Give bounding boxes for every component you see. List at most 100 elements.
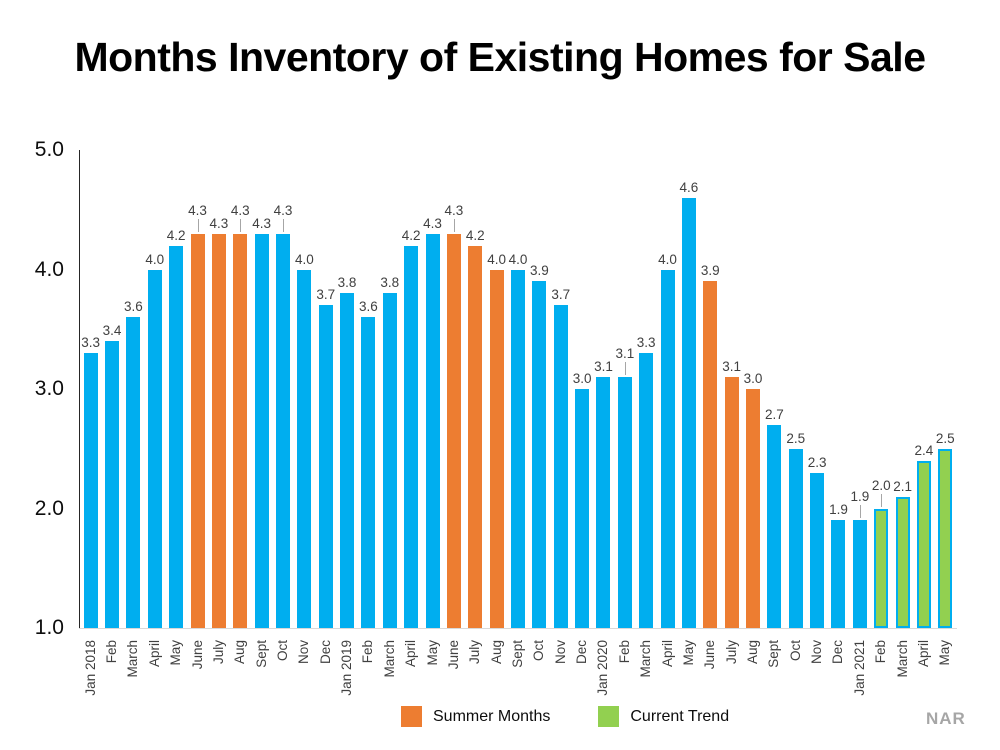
bar bbox=[788, 448, 803, 628]
label-leader-line bbox=[453, 218, 455, 232]
bar bbox=[340, 293, 355, 628]
bar-value-label: 4.0 bbox=[145, 251, 165, 267]
bar-value-label: 3.6 bbox=[124, 299, 143, 315]
bar-value-label: 3.1 bbox=[722, 359, 742, 375]
bar bbox=[831, 520, 846, 628]
bar-value-label: 2.1 bbox=[893, 478, 912, 494]
chart-title: Months Inventory of Existing Homes for S… bbox=[74, 34, 926, 80]
bar bbox=[916, 460, 931, 628]
x-axis-label: Nov bbox=[296, 640, 312, 665]
bar-value-label: 1.9 bbox=[850, 489, 870, 505]
x-axis-label: May bbox=[168, 640, 184, 666]
bar-value-label: 3.3 bbox=[81, 335, 101, 351]
bar bbox=[446, 233, 461, 628]
legend: Summer Months Current Trend bbox=[401, 706, 729, 727]
bar-value-label: 4.3 bbox=[209, 215, 229, 231]
source-attribution: NAR bbox=[926, 709, 966, 728]
x-axis-label: Aug bbox=[745, 640, 761, 665]
bar-value-label: 4.0 bbox=[658, 251, 677, 267]
bar-value-label: 4.0 bbox=[508, 251, 528, 267]
x-axis-label: Feb bbox=[873, 640, 889, 664]
x-axis-label: Jan 2021 bbox=[851, 640, 867, 696]
bar bbox=[596, 377, 611, 628]
x-axis-label: July bbox=[723, 640, 739, 665]
x-axis-label: Nov bbox=[809, 640, 825, 665]
x-axis-label: Dec bbox=[574, 640, 590, 665]
x-axis-label: Feb bbox=[616, 640, 632, 664]
x-axis-label: July bbox=[210, 640, 226, 665]
bar bbox=[810, 472, 825, 628]
bar-value-label: 4.2 bbox=[465, 227, 485, 243]
bar bbox=[874, 508, 889, 628]
label-leader-line bbox=[624, 362, 626, 376]
y-axis-tick-label: 2.0 bbox=[34, 496, 64, 520]
x-axis-label: Aug bbox=[488, 640, 504, 665]
bar bbox=[532, 281, 547, 628]
current-trend-swatch-icon bbox=[598, 706, 620, 727]
x-axis-label: Jan 2020 bbox=[595, 640, 611, 696]
bar bbox=[297, 269, 312, 628]
x-axis-label: Jan 2018 bbox=[82, 640, 98, 696]
bar bbox=[233, 233, 248, 628]
x-axis-label: May bbox=[424, 640, 440, 666]
bar bbox=[553, 305, 568, 628]
bar-value-label: 4.3 bbox=[230, 202, 250, 218]
x-axis-label: March bbox=[894, 640, 910, 678]
bar bbox=[382, 293, 397, 628]
x-axis-label: Nov bbox=[552, 640, 568, 665]
bar bbox=[275, 233, 290, 628]
bar-value-label: 4.3 bbox=[252, 215, 271, 231]
bar bbox=[724, 377, 739, 628]
bar-value-label: 2.0 bbox=[871, 477, 891, 493]
x-axis-label: Jan 2019 bbox=[339, 640, 355, 696]
y-axis-line bbox=[79, 150, 80, 629]
bar bbox=[617, 377, 632, 628]
x-axis-label: Dec bbox=[317, 640, 333, 665]
bar bbox=[489, 269, 504, 628]
bar bbox=[681, 197, 696, 628]
legend-label: Summer Months bbox=[433, 707, 551, 725]
bar bbox=[361, 317, 376, 628]
label-leader-line bbox=[282, 218, 284, 232]
bar-value-label: 2.4 bbox=[914, 442, 934, 458]
bar-value-label: 3.7 bbox=[316, 287, 336, 303]
bar bbox=[126, 317, 141, 628]
bar-value-label: 4.2 bbox=[166, 227, 186, 243]
bar-value-label: 2.5 bbox=[935, 430, 955, 446]
x-axis-label: May bbox=[937, 640, 953, 666]
bar bbox=[147, 269, 162, 628]
bar bbox=[190, 233, 205, 628]
bar-value-label: 2.5 bbox=[786, 430, 806, 446]
bar-value-label: 4.3 bbox=[273, 202, 293, 218]
x-axis-label: Oct bbox=[787, 640, 803, 662]
bar-value-label: 3.0 bbox=[572, 371, 592, 386]
x-axis-label: Dec bbox=[830, 640, 846, 665]
bar-value-label: 3.1 bbox=[615, 346, 635, 362]
x-axis-label: March bbox=[381, 640, 397, 678]
x-axis-label: April bbox=[146, 640, 162, 668]
bar-value-label: 2.7 bbox=[764, 406, 784, 422]
x-axis-label: Feb bbox=[360, 640, 376, 664]
summer-months-swatch-icon bbox=[401, 706, 422, 727]
x-axis-label: June bbox=[702, 640, 718, 670]
bar-value-label: 4.2 bbox=[401, 227, 421, 243]
bar-value-label: 3.6 bbox=[359, 299, 378, 315]
bar-value-label: 3.9 bbox=[529, 263, 549, 279]
bar bbox=[852, 520, 867, 628]
bar-value-label: 3.7 bbox=[551, 287, 571, 303]
bar bbox=[211, 233, 226, 628]
y-axis-tick-label: 4.0 bbox=[34, 257, 64, 281]
bar bbox=[169, 245, 184, 628]
x-axis-label: May bbox=[680, 640, 696, 666]
legend-item-current-trend: Current Trend bbox=[598, 706, 729, 727]
bar-value-label: 3.8 bbox=[380, 275, 400, 291]
legend-label: Current Trend bbox=[630, 707, 730, 725]
x-axis-label: Sept bbox=[766, 640, 782, 668]
label-leader-line bbox=[881, 493, 883, 507]
bar-value-label: 1.9 bbox=[829, 502, 848, 518]
bar bbox=[468, 245, 483, 628]
y-axis-tick-label: 5.0 bbox=[34, 138, 64, 161]
bar-value-label: 3.3 bbox=[636, 335, 656, 351]
bar-value-label: 3.0 bbox=[743, 371, 763, 386]
